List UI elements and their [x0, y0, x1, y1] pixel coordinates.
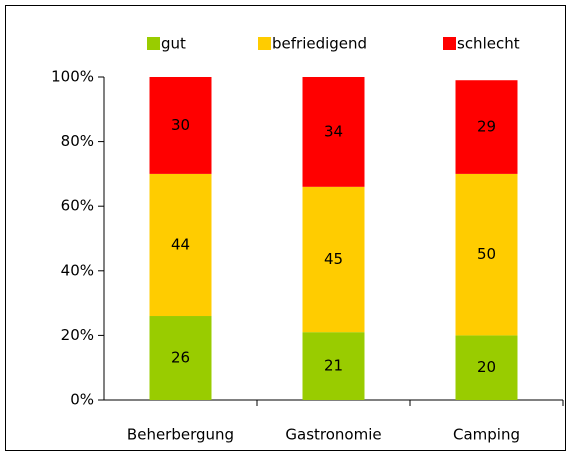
legend-swatch [258, 37, 271, 50]
data-label: 50 [477, 245, 496, 263]
x-tick-label: Camping [453, 426, 520, 444]
bar-segment [302, 186, 365, 333]
data-label: 20 [477, 358, 496, 376]
data-label: 45 [324, 250, 343, 268]
bar-segment [455, 80, 518, 174]
y-tick-label: 20% [61, 326, 94, 344]
data-label: 44 [171, 235, 190, 253]
y-tick-label: 40% [61, 261, 94, 279]
y-tick-label: 60% [61, 197, 94, 215]
legend-swatch [147, 37, 160, 50]
bar-segment [149, 316, 212, 400]
data-label: 26 [171, 349, 190, 367]
legend-label: schlecht [457, 35, 520, 53]
bar-segment [302, 332, 365, 400]
x-tick-label: Gastronomie [285, 426, 381, 444]
bar-segment [149, 173, 212, 317]
data-label: 21 [324, 357, 343, 375]
bar-segment [302, 77, 365, 187]
data-label: 34 [324, 122, 343, 140]
legend-swatch [443, 37, 456, 50]
legend-label: befriedigend [272, 35, 367, 53]
bar-segment [455, 173, 518, 336]
bar-segment [455, 335, 518, 400]
data-label: 29 [477, 118, 496, 136]
data-label: 30 [171, 116, 190, 134]
y-tick-label: 100% [51, 68, 94, 86]
bar-segment [149, 77, 212, 174]
y-tick-label: 0% [70, 391, 94, 409]
x-tick-label: Beherbergung [127, 426, 234, 444]
legend-label: gut [161, 35, 186, 53]
y-tick-label: 80% [61, 132, 94, 150]
